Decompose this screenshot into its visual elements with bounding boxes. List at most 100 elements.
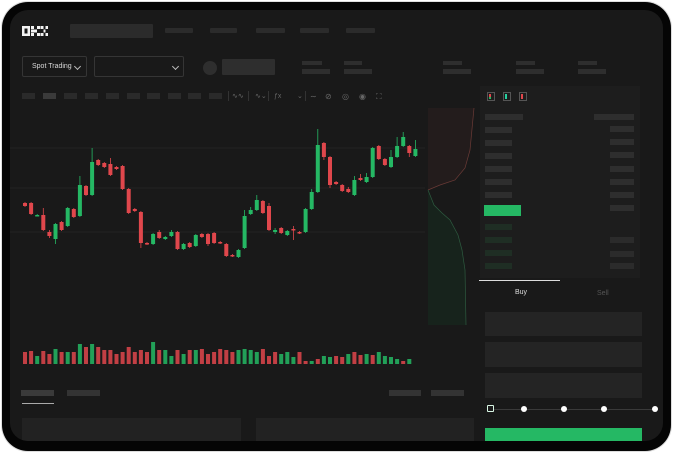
volume-bar bbox=[267, 356, 271, 364]
settings-icon[interactable]: ◉ bbox=[359, 92, 366, 101]
candlestick-chart[interactable] bbox=[10, 10, 480, 380]
volume-bar bbox=[175, 350, 180, 364]
nav-item[interactable] bbox=[165, 28, 193, 33]
bid-amount bbox=[610, 237, 634, 243]
candle-body bbox=[157, 232, 162, 238]
timeframe-button[interactable] bbox=[127, 93, 140, 99]
volume-bar bbox=[96, 347, 101, 364]
bid-price bbox=[485, 250, 512, 256]
tab-buy[interactable]: Buy bbox=[515, 289, 528, 296]
candle-body bbox=[23, 203, 27, 206]
slider-step[interactable] bbox=[561, 406, 567, 412]
filter-button[interactable] bbox=[431, 390, 464, 396]
amount-slider-track[interactable] bbox=[490, 409, 655, 410]
candle-body bbox=[175, 232, 180, 249]
candle-body bbox=[126, 189, 131, 213]
tab-open-orders[interactable] bbox=[21, 390, 54, 396]
amount-input[interactable] bbox=[485, 342, 642, 367]
ask-amount bbox=[610, 126, 634, 132]
buy-button[interactable] bbox=[485, 428, 642, 441]
tab-sell[interactable]: Sell bbox=[597, 290, 609, 297]
candle-body bbox=[382, 159, 387, 165]
slider-step[interactable] bbox=[652, 406, 658, 412]
wave-icon[interactable]: ∼ bbox=[310, 92, 317, 101]
timeframe-button[interactable] bbox=[168, 93, 181, 99]
nav-item[interactable] bbox=[346, 28, 375, 33]
ask-amount bbox=[610, 139, 634, 145]
volume-bar bbox=[199, 349, 204, 364]
chevron-down-icon[interactable]: ⌄ bbox=[297, 93, 303, 100]
candle-body bbox=[206, 234, 210, 244]
indicator-icon[interactable]: ∿⌄ bbox=[255, 93, 267, 100]
timeframe-button[interactable] bbox=[43, 93, 56, 99]
ask-price bbox=[485, 140, 512, 146]
price-input[interactable] bbox=[485, 312, 642, 336]
search-bar[interactable] bbox=[70, 24, 153, 38]
candle-body bbox=[248, 210, 253, 214]
candle-body bbox=[321, 143, 326, 157]
toolbar-divider bbox=[305, 91, 306, 101]
timeframe-button[interactable] bbox=[85, 93, 98, 99]
candle-body bbox=[254, 200, 259, 210]
candle-body bbox=[41, 215, 46, 230]
ask-amount bbox=[610, 166, 634, 172]
line-tool-icon[interactable]: ∿∿ bbox=[232, 93, 244, 100]
order-book-both-icon[interactable] bbox=[487, 92, 495, 101]
nav-item[interactable] bbox=[300, 28, 329, 33]
market-selector-dropdown[interactable]: Spot Trading bbox=[22, 56, 87, 77]
slider-step[interactable] bbox=[521, 406, 527, 412]
tab-order-history[interactable] bbox=[67, 390, 100, 396]
timeframe-button[interactable] bbox=[64, 93, 77, 99]
ask-price bbox=[485, 179, 512, 185]
buy-tab-underline bbox=[479, 280, 560, 281]
candle-body bbox=[77, 185, 82, 216]
candle-body bbox=[193, 235, 198, 246]
fullscreen-icon[interactable]: ⛶ bbox=[376, 92, 382, 101]
volume-bar bbox=[389, 357, 393, 364]
book-header-amount bbox=[594, 114, 634, 120]
volume-bar bbox=[352, 352, 357, 364]
volume-bar bbox=[382, 356, 387, 364]
volume-bar bbox=[309, 361, 314, 364]
candle-body bbox=[401, 137, 406, 146]
fx-icon[interactable]: ƒx bbox=[274, 93, 282, 100]
candle-body bbox=[273, 230, 278, 232]
volume-bar bbox=[138, 350, 143, 364]
candle-body bbox=[236, 250, 241, 257]
stat-label bbox=[443, 61, 462, 65]
volume-bar bbox=[346, 354, 351, 364]
volume-bar bbox=[254, 352, 259, 364]
timeframe-button[interactable] bbox=[188, 93, 201, 99]
candle-body bbox=[309, 192, 314, 209]
order-book-bids-icon[interactable] bbox=[503, 92, 511, 101]
filter-button[interactable] bbox=[389, 390, 421, 396]
volume-bar bbox=[193, 350, 198, 364]
volume-bar bbox=[71, 352, 76, 364]
trading-screen: Spot Trading ∿∿ ∿⌄ ƒx ⌄ ∼ ⊘ ◎ ◉ ⛶ Buy Se… bbox=[10, 10, 663, 441]
volume-bar bbox=[328, 357, 332, 364]
candle-body bbox=[297, 232, 302, 234]
camera-icon[interactable]: ◎ bbox=[342, 92, 349, 101]
candle-body bbox=[96, 160, 101, 165]
volume-bar bbox=[303, 361, 308, 364]
candle-body bbox=[224, 244, 229, 256]
volume-bar bbox=[236, 350, 241, 364]
timeframe-button[interactable] bbox=[209, 93, 222, 99]
ask-amount bbox=[610, 179, 634, 185]
order-book-asks-icon[interactable] bbox=[519, 92, 527, 101]
stat-label bbox=[302, 61, 322, 65]
timeframe-button[interactable] bbox=[22, 93, 35, 99]
candle-body bbox=[181, 244, 186, 249]
pair-selector-dropdown[interactable] bbox=[94, 56, 184, 77]
timeframe-button[interactable] bbox=[106, 93, 119, 99]
volume-bar bbox=[65, 352, 70, 364]
total-input[interactable] bbox=[485, 373, 642, 398]
ruler-icon[interactable]: ⊘ bbox=[325, 92, 332, 101]
slider-handle[interactable] bbox=[487, 405, 494, 412]
timeframe-button[interactable] bbox=[147, 93, 160, 99]
volume-bar bbox=[291, 357, 296, 364]
nav-item[interactable] bbox=[210, 28, 237, 33]
nav-item[interactable] bbox=[256, 28, 285, 33]
slider-step[interactable] bbox=[601, 406, 607, 412]
candle-body bbox=[334, 182, 339, 184]
